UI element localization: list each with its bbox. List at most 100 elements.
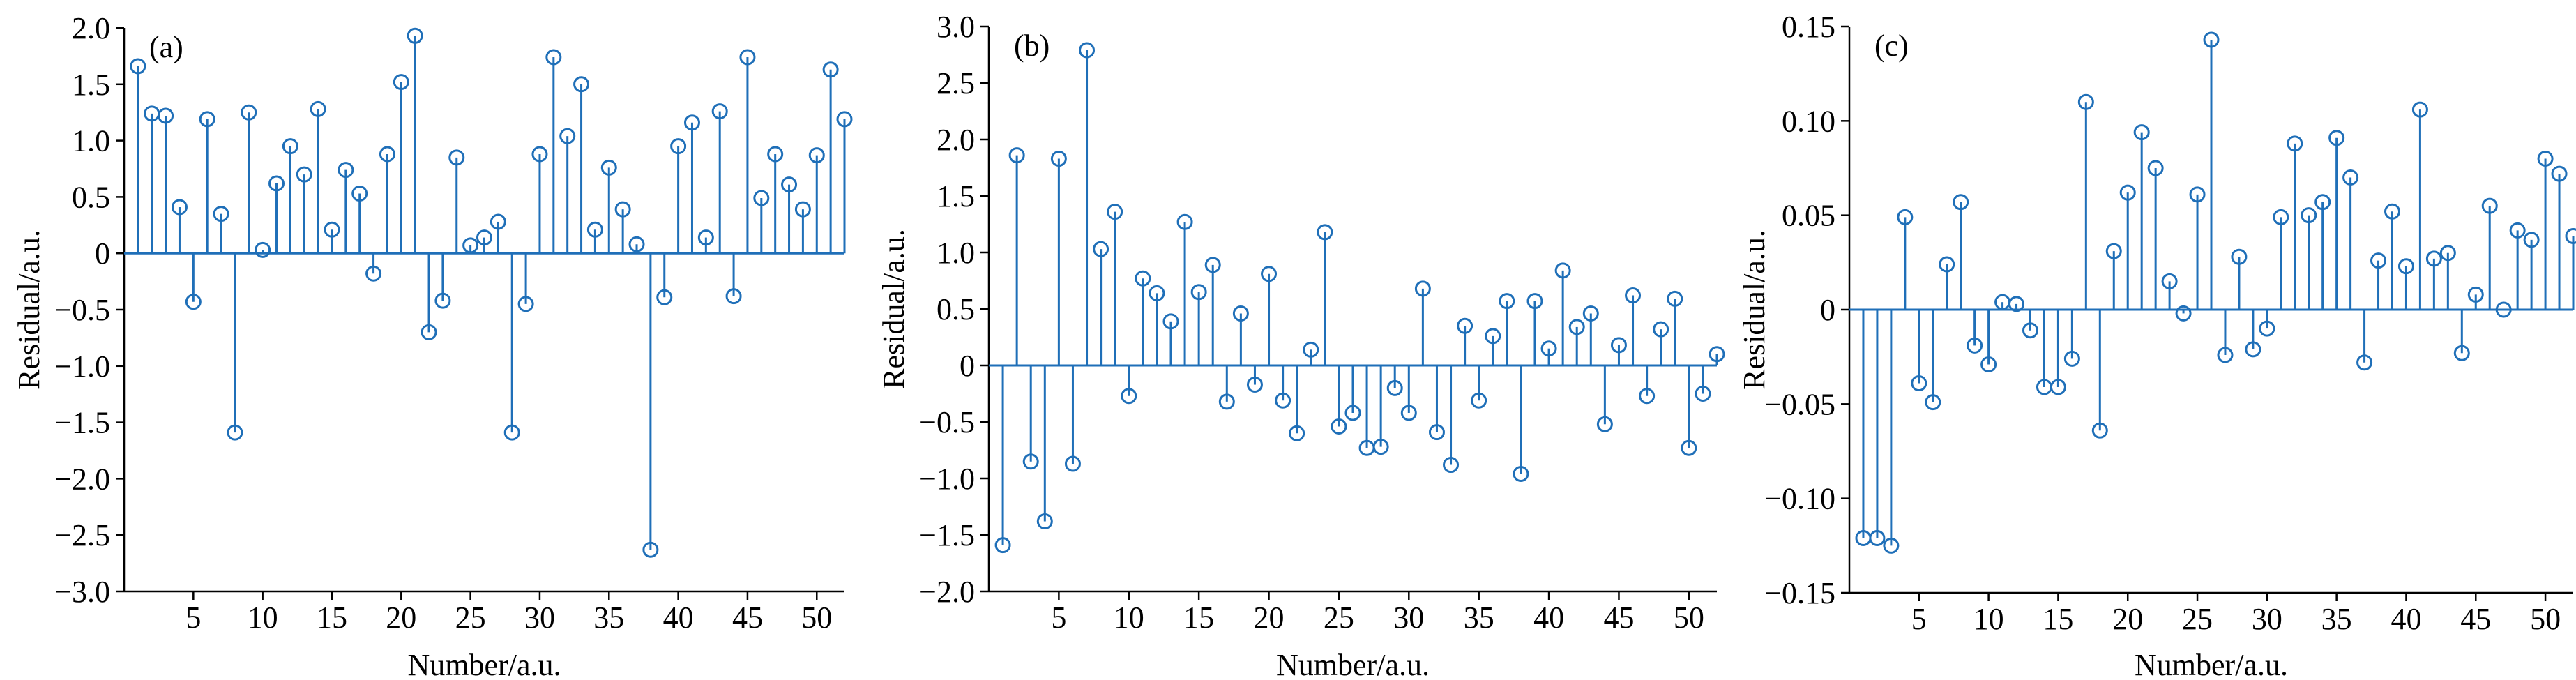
stem-marker (490, 213, 506, 230)
stem-marker (1317, 224, 1333, 241)
stem-marker (1135, 270, 1151, 287)
y-tick-label: −1.5 (919, 518, 975, 552)
stem-marker (2370, 252, 2387, 269)
y-tick-label: −2.0 (54, 462, 110, 496)
panel-label-c: (c) (1874, 29, 1909, 63)
stem-marker (407, 27, 423, 44)
x-tick-label: 30 (524, 600, 555, 635)
stem-marker (642, 541, 659, 558)
chart-panel-a: −3.0 −2.5 −2.0 −1.5 −1.0 −0.5 0 0.5 1.0 1.5 2.0 5 10… (12, 11, 853, 680)
stem-marker (794, 201, 811, 218)
x-tick-label: 10 (248, 600, 278, 635)
stem-marker (2147, 160, 2164, 176)
y-tick-label: 0 (95, 236, 110, 271)
stem-marker (1218, 393, 1235, 410)
y-tick-label: 0.05 (1782, 199, 1835, 233)
y-tick-label: −1.5 (54, 406, 110, 440)
y-tick-label: −2.5 (54, 518, 110, 552)
y-axis-title: Residual/a.u. (12, 229, 46, 390)
stem-marker (2328, 130, 2345, 146)
x-axis-title: Number/a.u. (408, 648, 561, 680)
stem-marker (2203, 31, 2220, 48)
stem-marker (199, 111, 215, 128)
stem-marker (2384, 203, 2400, 220)
stem-marker (1967, 337, 1983, 354)
stem-marker (462, 237, 479, 254)
stem-marker (573, 76, 590, 93)
stem-marker (1036, 513, 1053, 530)
stem-marker (213, 206, 229, 222)
stem-marker (1526, 293, 1543, 310)
stem-marker (2509, 222, 2526, 239)
stem-marker (282, 138, 298, 155)
panel-label-a: (a) (149, 30, 183, 64)
x-tick-label: 50 (1674, 600, 1704, 635)
stem-marker (1149, 285, 1165, 301)
stem-marker (2175, 305, 2192, 322)
stem-marker (1582, 305, 1599, 322)
stem-marker (2356, 354, 2373, 371)
x-tick-label: 50 (2530, 602, 2561, 636)
x-tick-label: 5 (185, 600, 201, 635)
stem-marker (767, 146, 784, 163)
x-axis-title: Number/a.u. (2135, 648, 2288, 680)
stem-marker (1925, 394, 1941, 411)
x-tick-label: 25 (1324, 600, 1354, 635)
stem-marker (2022, 322, 2038, 339)
stem-marker (739, 49, 756, 66)
stem-marker (683, 114, 700, 131)
stem-marker (1386, 379, 1403, 396)
y-tick-label: −0.15 (1764, 576, 1835, 610)
stem-marker (296, 166, 312, 183)
y-tick-label: −0.5 (919, 405, 975, 439)
stem-marker (2161, 273, 2178, 289)
stem-marker (656, 289, 673, 305)
stem-marker (1121, 388, 1137, 405)
stem-marker (1079, 42, 1096, 59)
stem-marker (1414, 280, 1431, 297)
stem-marker (2217, 347, 2234, 363)
stem-marker (241, 104, 257, 121)
stem-marker (351, 186, 368, 202)
stem-marker (130, 58, 146, 75)
y-tick-label: −0.05 (1764, 387, 1835, 421)
stem-marker (2259, 320, 2275, 337)
x-tick-label: 35 (2321, 602, 2352, 636)
x-tick-label: 45 (732, 600, 763, 635)
x-tick-label: 30 (2252, 602, 2282, 636)
stem-marker (1554, 262, 1571, 279)
stem-marker (1303, 341, 1319, 358)
stem-marker (421, 324, 437, 340)
stem-marker (697, 229, 714, 246)
stem-marker (2314, 194, 2331, 211)
stem-marker (1695, 386, 1711, 402)
stem-marker (2008, 296, 2025, 312)
stem-marker (822, 61, 839, 78)
stem-marker (1653, 321, 1669, 338)
stem-marker (2453, 345, 2470, 361)
stem-marker (1939, 256, 1955, 273)
x-tick-label: 45 (1603, 600, 1634, 635)
stem-marker (2537, 150, 2554, 167)
stem-marker (379, 146, 395, 163)
stem-marker (338, 162, 354, 179)
stem-marker (255, 241, 271, 258)
x-tick-label: 25 (2182, 602, 2213, 636)
stem-marker (171, 199, 188, 216)
y-tick-label: 2.5 (937, 66, 975, 100)
stem-marker (2091, 422, 2108, 439)
y-tick-label: −3.0 (54, 575, 110, 609)
y-tick-label: 0.10 (1782, 104, 1835, 138)
stem-marker (310, 100, 326, 117)
y-tick-label: 2.0 (72, 11, 110, 45)
y-tick-label: −1.0 (54, 349, 110, 384)
stem-marker (1428, 424, 1445, 441)
stem-marker (1204, 257, 1221, 273)
x-tick-label: 40 (2391, 602, 2421, 636)
x-axis-title: Number/a.u. (1276, 648, 1430, 680)
stem-marker (1457, 317, 1473, 334)
stem-marker (725, 288, 742, 305)
stem-marker (1568, 319, 1585, 335)
stem-marker (324, 221, 340, 238)
y-tick-label: 0.15 (1782, 10, 1835, 44)
